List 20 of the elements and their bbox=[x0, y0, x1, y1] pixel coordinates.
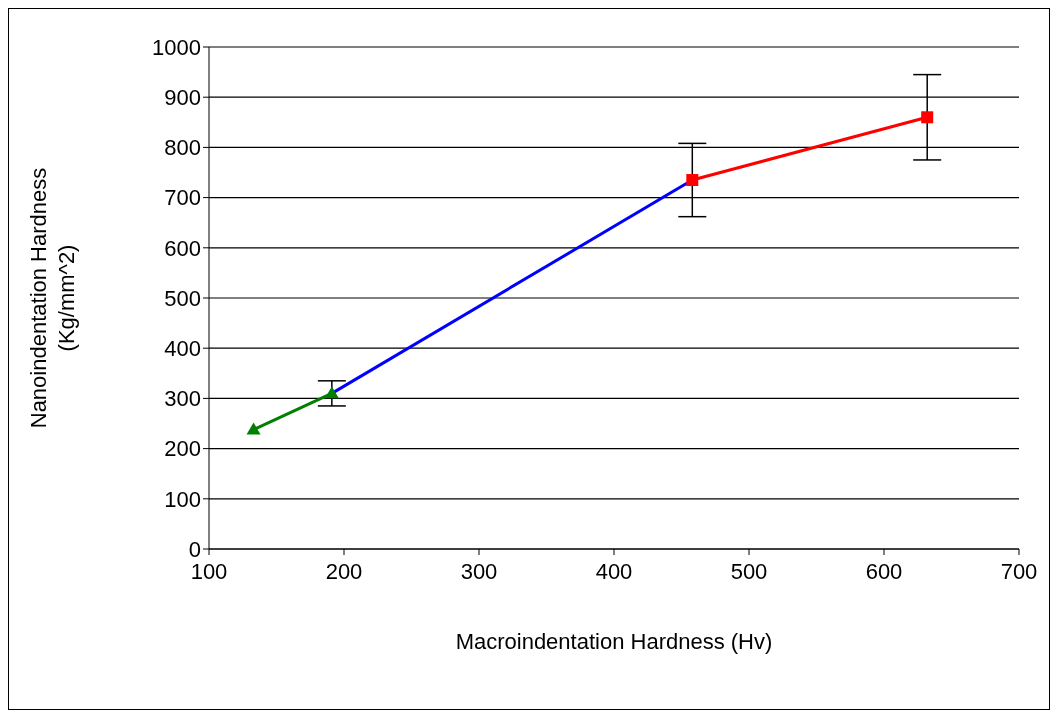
y-tick-label: 600 bbox=[164, 235, 201, 261]
x-tick-label: 600 bbox=[865, 558, 903, 584]
x-tick-label: 300 bbox=[460, 558, 498, 584]
y-tick-label: 1000 bbox=[152, 34, 201, 60]
x-tick-label: 700 bbox=[1000, 558, 1038, 584]
y-tick-label: 800 bbox=[164, 135, 201, 161]
y-tick-label: 100 bbox=[164, 486, 201, 512]
y-tick-label: 500 bbox=[164, 285, 201, 311]
point bbox=[686, 174, 699, 187]
y-tick-label: 700 bbox=[164, 185, 201, 211]
x-tick-label: 400 bbox=[595, 558, 633, 584]
y-tick-label: 300 bbox=[164, 386, 201, 412]
x-tick-label: 200 bbox=[325, 558, 363, 584]
y-tick-label: 200 bbox=[164, 436, 201, 462]
x-tick-label: 500 bbox=[730, 558, 768, 584]
y-tick-label: 400 bbox=[164, 336, 201, 362]
y-axis-title: Nanoindentation Hardness (Kg/mm^2) bbox=[26, 167, 79, 429]
y-tick-label: 900 bbox=[164, 85, 201, 111]
point bbox=[921, 111, 934, 124]
x-axis-title: Macroindentation Hardness (Hv) bbox=[455, 629, 773, 654]
